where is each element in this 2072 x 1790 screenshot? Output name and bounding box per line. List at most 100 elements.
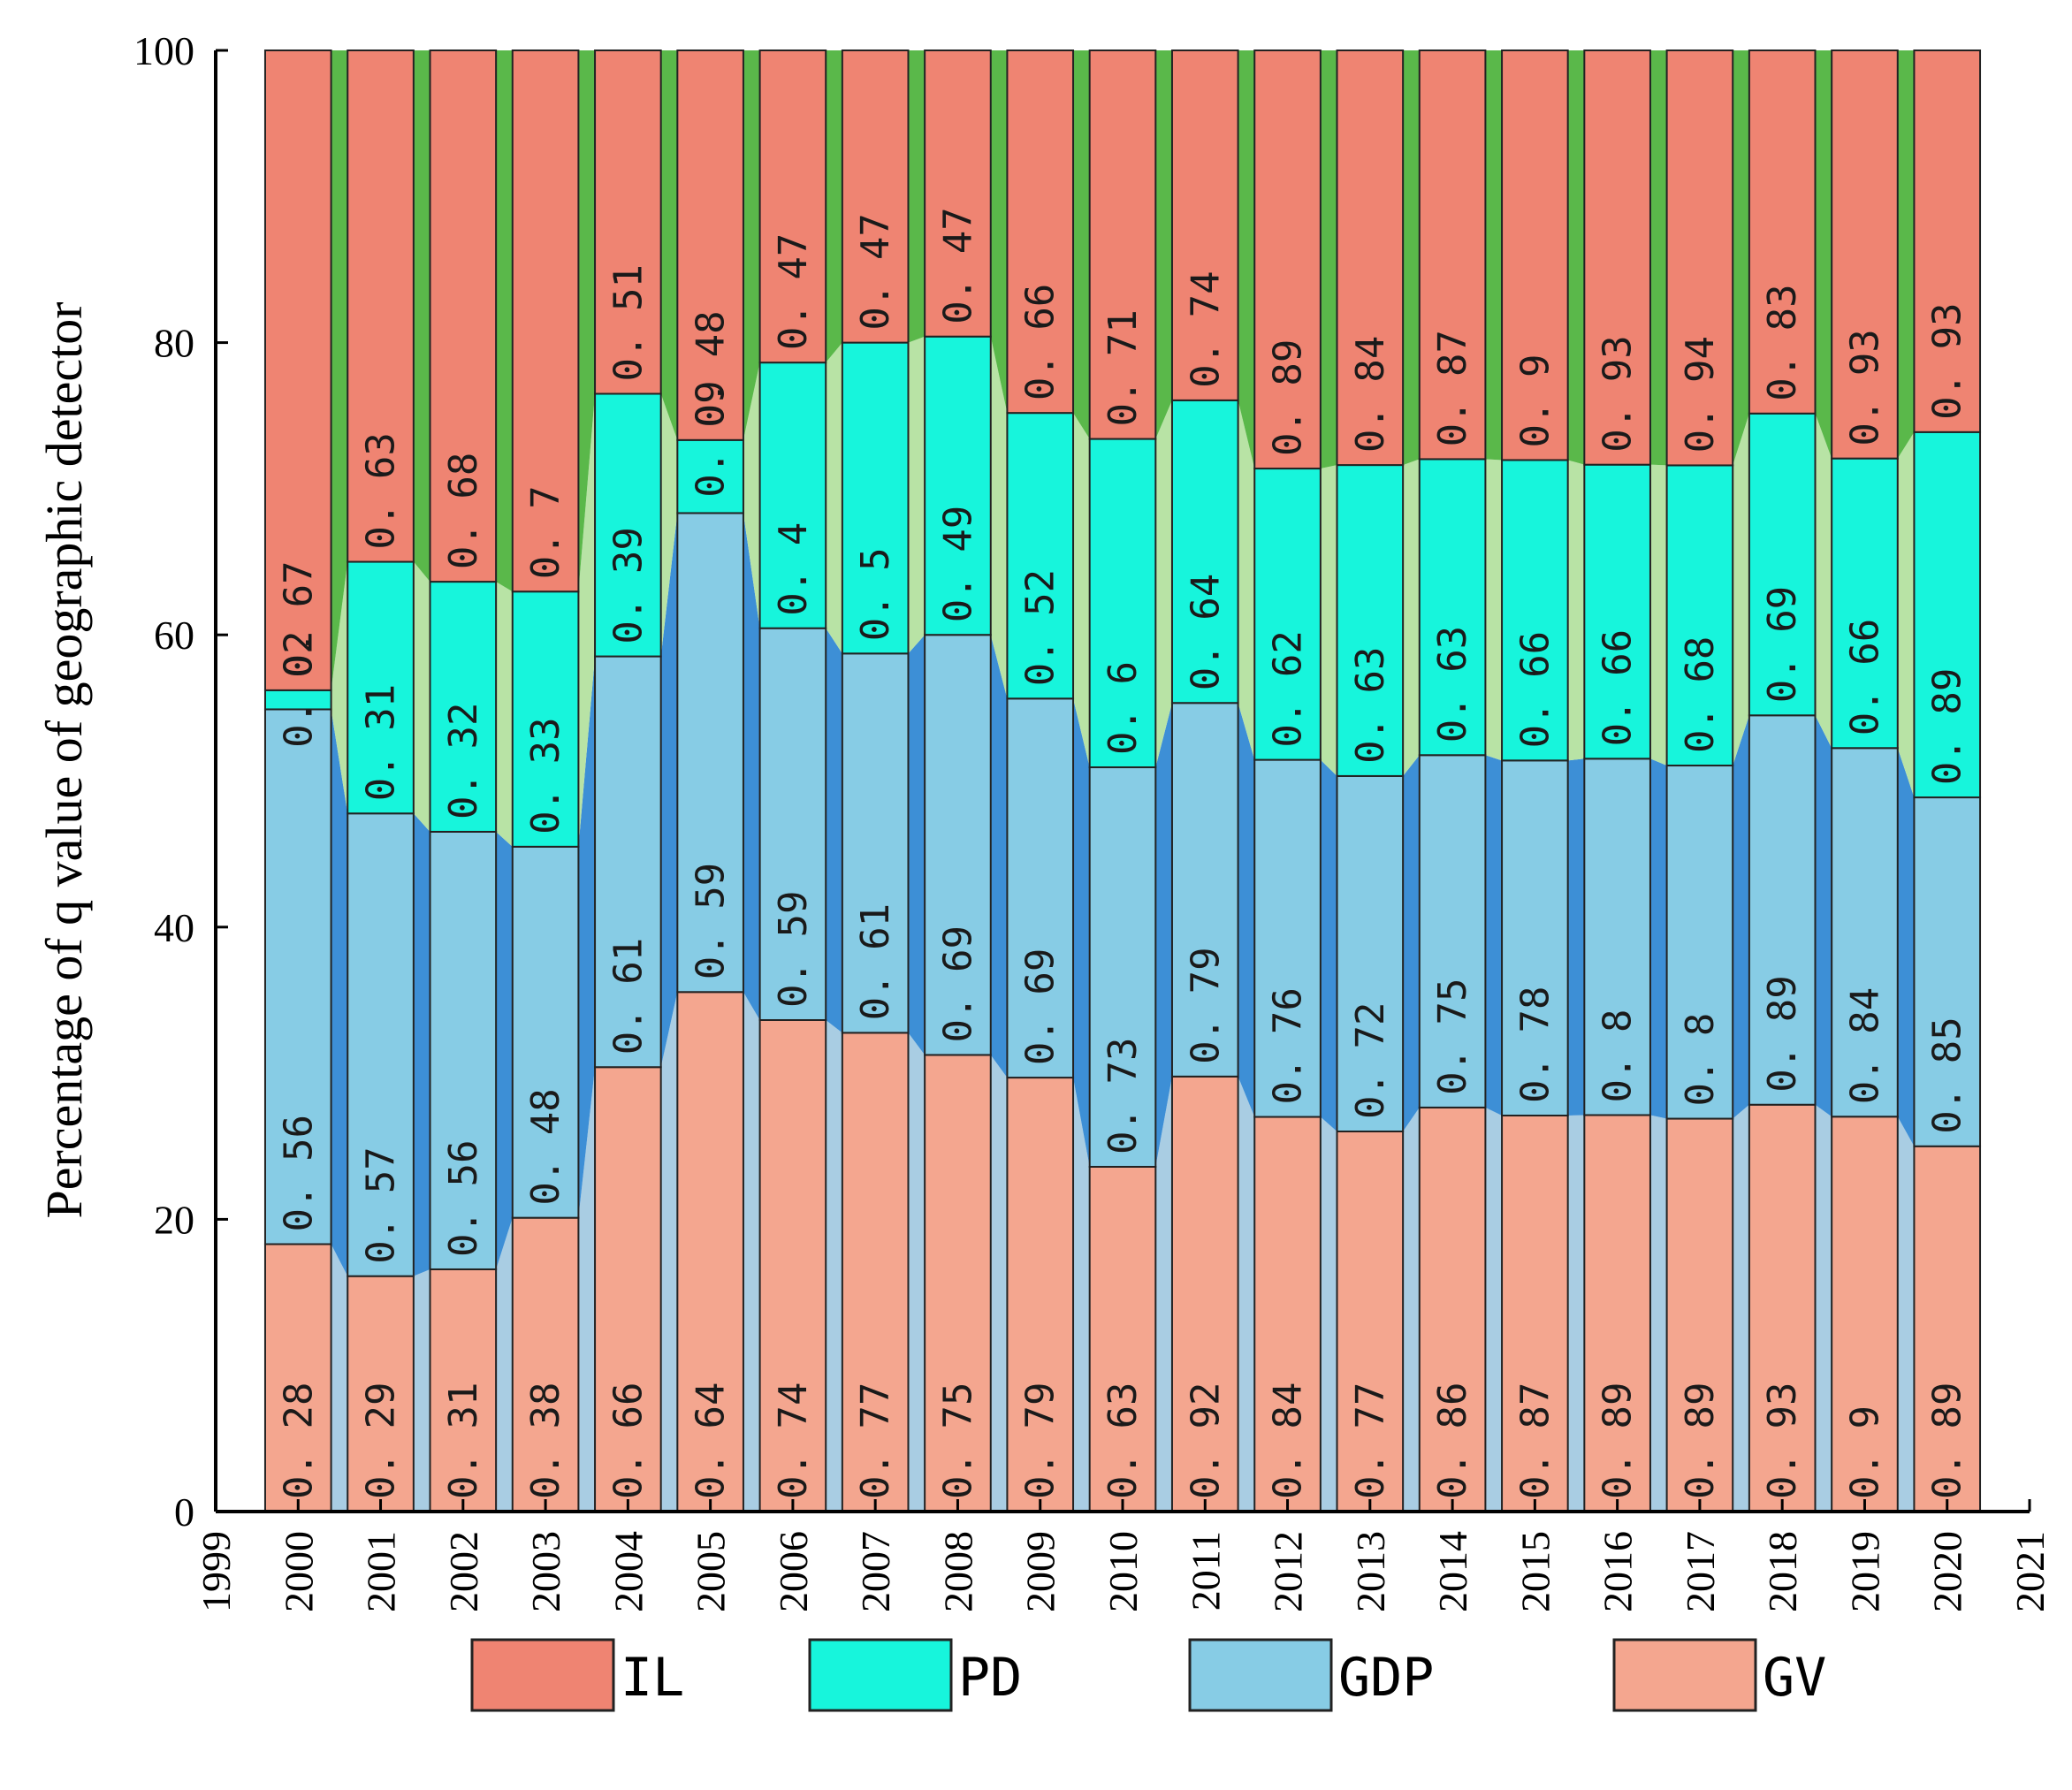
bar-il-2016 [1583,50,1651,466]
value-label: 0. 93 [1925,302,1970,419]
band-pd-2004 [660,393,678,657]
bar-pd-2012 [1253,468,1322,761]
x-tick-labels: 1999 2000 2001 2002 2003 2004 2005 2006 2007 2008… [194,1499,2053,1612]
x-tick-label: 2000 [276,1531,321,1612]
value-label: 0. 59 [771,891,816,1008]
value-label: 0. 49 [935,506,980,622]
x-tick-label: 2003 [523,1531,568,1612]
band-gdp-2017 [1733,715,1749,1119]
value-label: 0. 69 [1018,948,1063,1065]
legend: IL PD GDP GV [470,1638,1826,1712]
bar-gv-2015 [1501,1114,1569,1512]
value-label: 0. 7 [523,485,568,579]
bar-gdp-2017 [1665,765,1734,1120]
bar-pd-2020 [1913,430,1982,799]
y-tick-label: 40 [154,905,194,950]
band-gdp-2014 [1485,755,1503,1116]
x-tick-label: 2010 [1101,1531,1146,1612]
bar-gdp-2007 [841,652,910,1034]
value-label: 0. 66 [1512,631,1558,748]
band-gv-2010 [1155,1076,1172,1512]
value-label: 0. 48 [523,1088,568,1205]
band-gv-2012 [1320,1116,1337,1512]
bar-il-2011 [1170,50,1239,401]
value-label: 0. 93 [1760,1382,1805,1499]
band-il-2016 [1649,50,1667,466]
band-il-2015 [1567,50,1585,465]
y-tick-label: 100 [133,28,194,73]
band-gv-2017 [1733,1104,1749,1512]
value-label: 0. 67 [276,560,321,677]
value-label: 0. 02 [276,630,321,747]
band-gv-2014 [1485,1107,1503,1512]
value-label: 0. 72 [1348,1002,1393,1119]
bar-gv-2006 [758,1018,827,1513]
x-tick-label: 2020 [1925,1531,1970,1612]
band-gv-2000 [331,1244,348,1512]
band-gdp-2009 [1073,698,1090,1167]
bar-il-2020 [1913,50,1982,433]
value-label: 0. 59 [689,863,734,979]
band-gv-2018 [1815,1104,1832,1512]
band-il-2012 [1320,50,1337,469]
value-label: 0. 5 [853,547,898,641]
band-il-2004 [660,50,678,440]
band-il-2007 [908,50,926,343]
band-gv-2019 [1897,1116,1915,1512]
bar-gdp-2006 [758,627,827,1021]
band-gdp-2008 [990,635,1008,1078]
value-label: 0. 89 [1678,1382,1723,1499]
band-gdp-2006 [826,628,842,1033]
bar-il-2005 [676,50,744,441]
band-il-2014 [1485,50,1503,461]
bar-il-2017 [1665,50,1734,467]
value-label: 0. 47 [935,207,980,324]
value-label: 0. 8 [1678,1013,1723,1107]
value-label: 0. 39 [606,527,651,644]
bar-gv-2017 [1665,1117,1734,1512]
value-label: 0. 47 [771,233,816,350]
legend-swatch-gv [1612,1638,1757,1712]
band-gdp-2002 [496,831,513,1269]
band-pd-2016 [1649,464,1667,766]
bar-il-2012 [1253,50,1322,470]
band-il-2018 [1815,50,1832,459]
band-gdp-2001 [413,813,430,1276]
x-tick-label: 2006 [771,1531,816,1612]
value-label: 0. 89 [1760,975,1805,1092]
bar-gdp-2009 [1006,697,1075,1079]
bar-gdp-2018 [1748,714,1817,1106]
band-il-2010 [1155,50,1172,439]
band-pd-2005 [743,362,760,628]
connecting-bands [331,50,1915,1512]
value-label: 0. 48 [689,310,734,427]
bar-gv-2013 [1336,1130,1405,1512]
value-label: 0. 56 [441,1140,486,1257]
value-label: 0. 74 [771,1382,816,1499]
bar-pd-2005 [676,438,744,514]
value-label: 0. 84 [1842,987,1887,1104]
legend-label-gdp: GDP [1338,1647,1434,1709]
band-gdp-2007 [908,635,926,1055]
bar-pd-2016 [1583,463,1651,760]
band-pd-2003 [578,393,596,847]
value-label: 0. 94 [1678,336,1723,453]
bar-gdp-2008 [924,634,992,1056]
band-gdp-2000 [331,709,348,1276]
bar-pd-2017 [1665,464,1734,767]
x-tick-label: 1999 [194,1531,239,1612]
value-label: 0. 61 [606,938,651,1055]
bar-gdp-2001 [347,812,415,1277]
x-tick-label: 2009 [1018,1531,1063,1612]
bar-gdp-2015 [1501,759,1569,1116]
bar-gdp-2013 [1336,774,1405,1132]
band-gv-2008 [990,1055,1008,1512]
legend-swatch-gdp [1188,1638,1333,1712]
band-pd-2011 [1238,400,1255,760]
band-pd-2007 [908,336,926,654]
bar-gv-2001 [347,1275,415,1513]
value-label: 0. 47 [853,213,898,330]
band-pd-2009 [1073,413,1090,768]
value-label: 0. 69 [1760,586,1805,703]
